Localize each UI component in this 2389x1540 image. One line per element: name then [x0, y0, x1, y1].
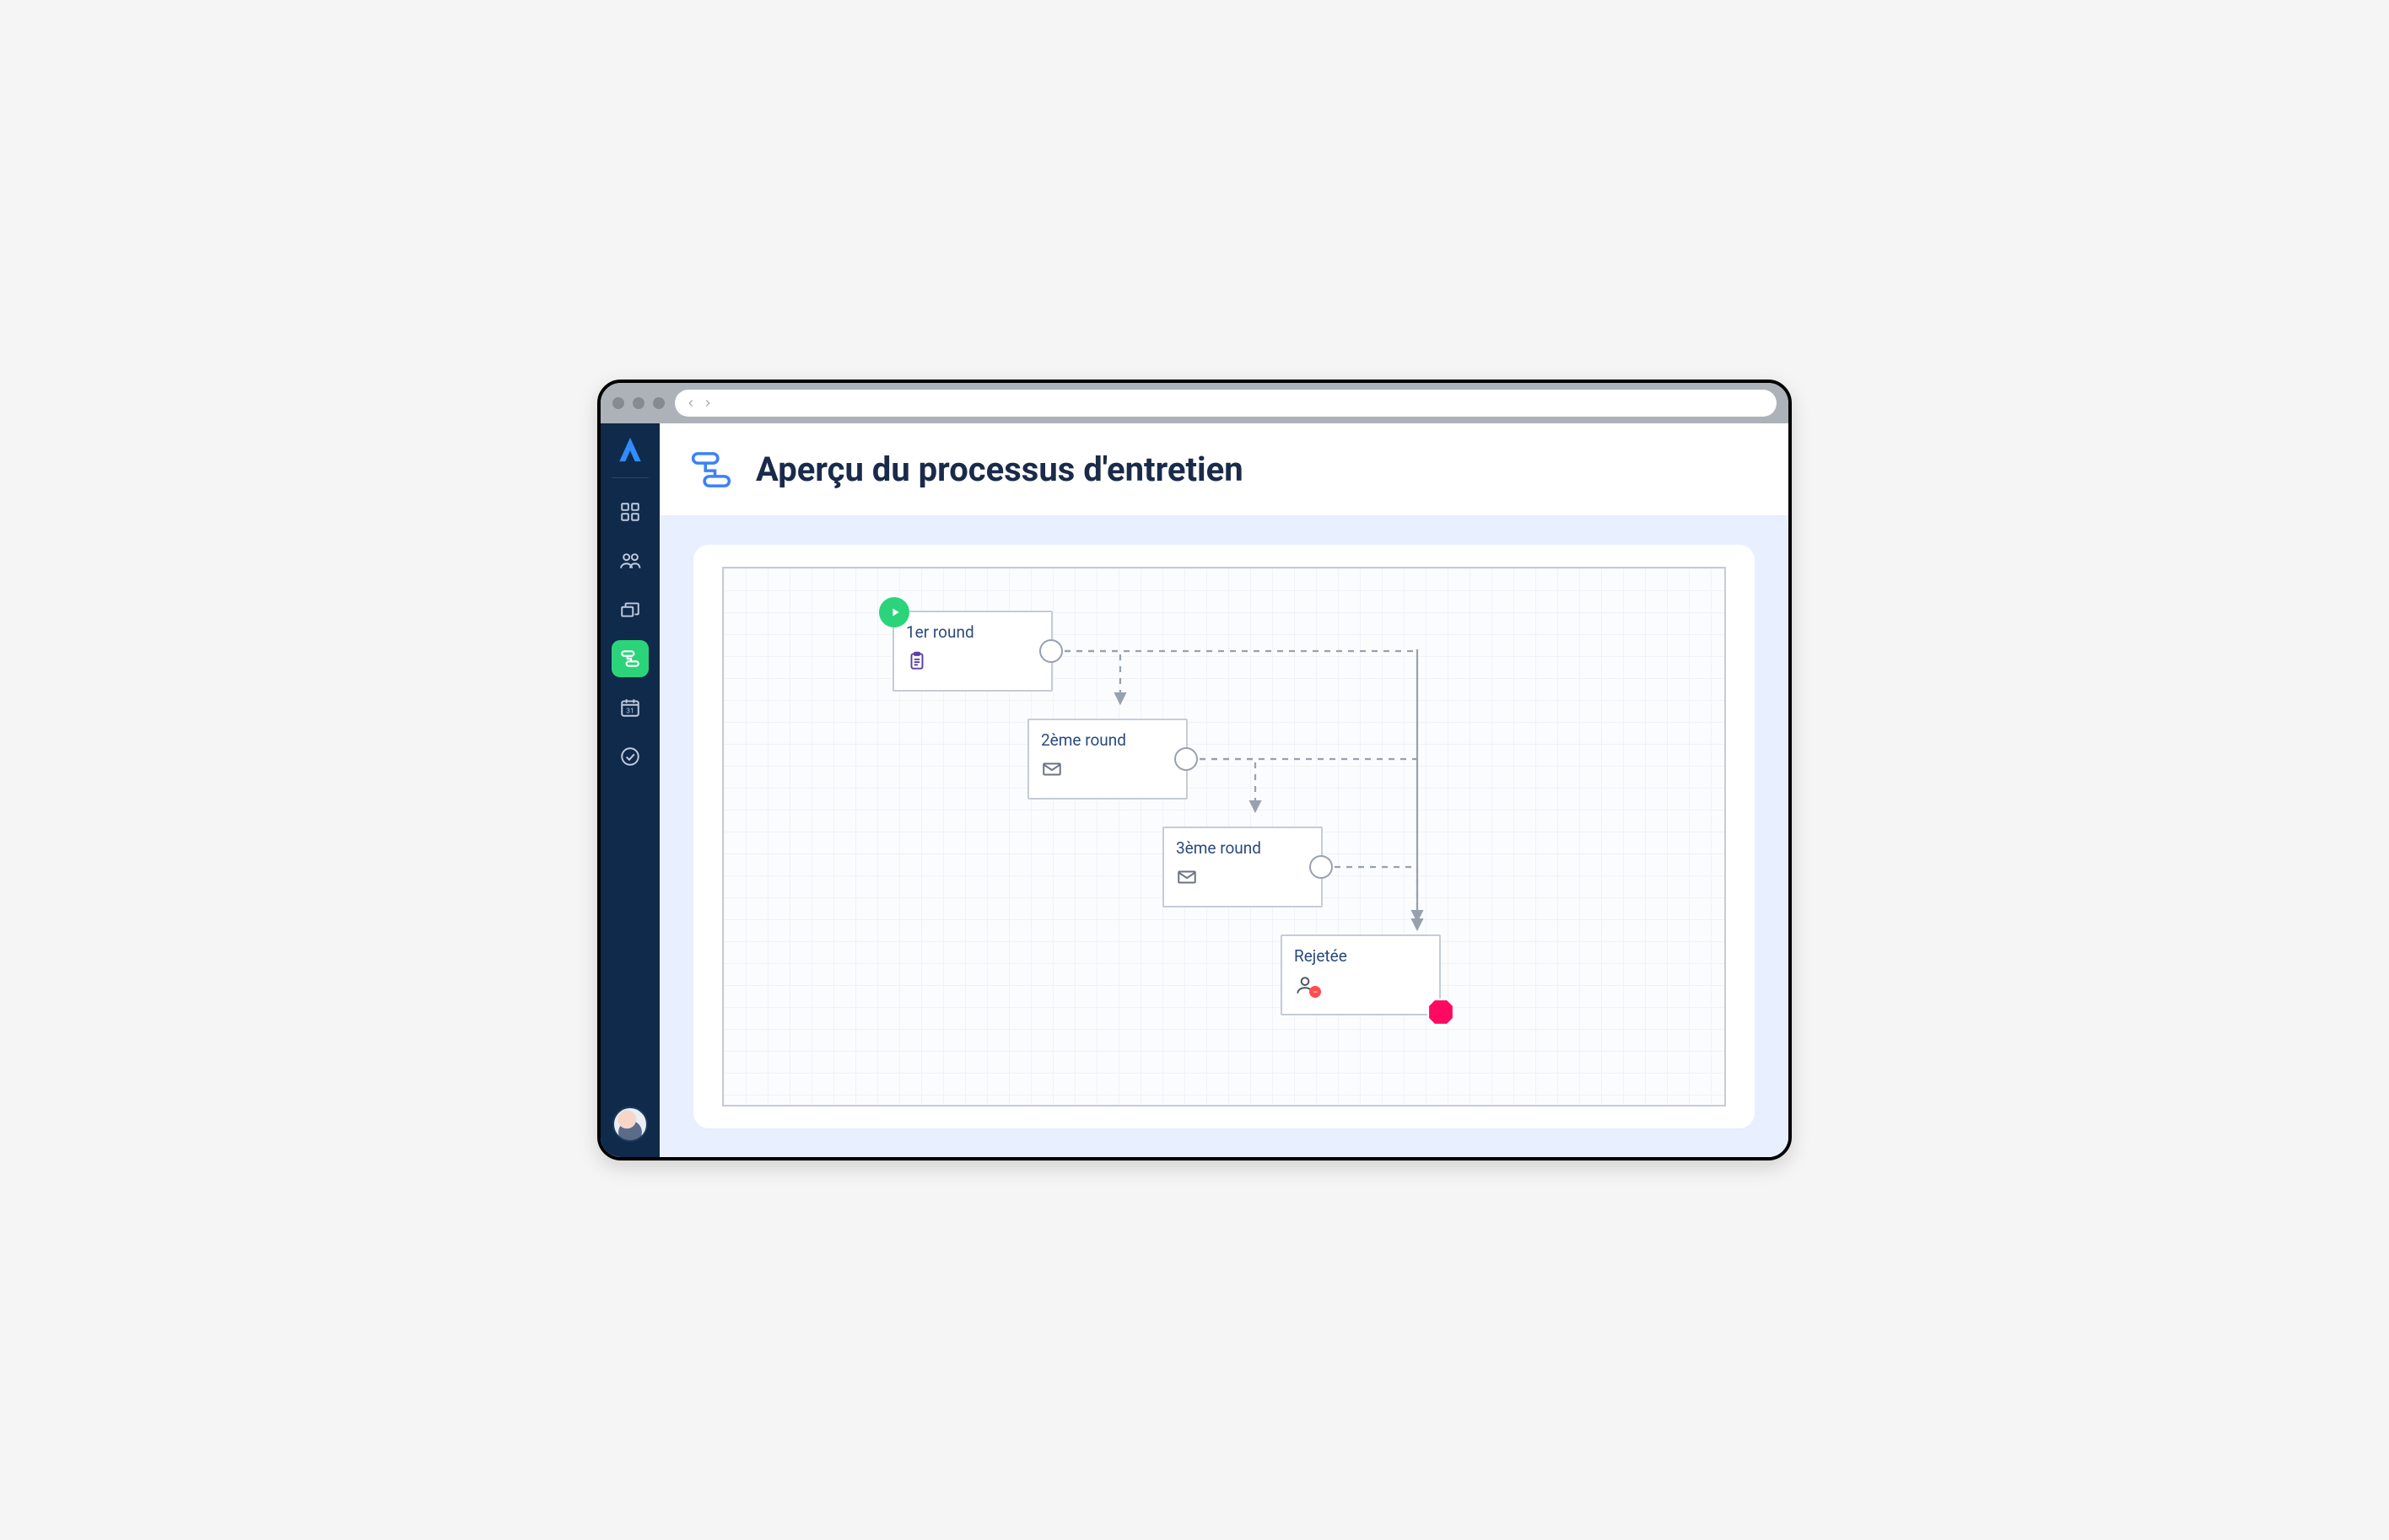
nav-arrows — [685, 397, 714, 409]
main: Aperçu du processus d'entretien — [660, 423, 1788, 1157]
flow-node[interactable]: 1er round — [893, 611, 1053, 692]
flow-edge — [1200, 759, 1255, 808]
node-label: Rejetée — [1294, 946, 1427, 966]
app: 31 Aperçu du pr — [601, 423, 1788, 1157]
clipboard-icon — [906, 650, 1039, 676]
checkmark-icon[interactable] — [612, 738, 649, 775]
flow-edge — [1335, 867, 1417, 918]
team-icon[interactable] — [612, 542, 649, 579]
app-logo-icon[interactable] — [616, 435, 644, 464]
window-dot[interactable] — [653, 397, 665, 409]
browser-frame: 31 Aperçu du pr — [597, 380, 1792, 1160]
forward-icon[interactable] — [702, 397, 714, 409]
flow-edge — [1065, 651, 1120, 700]
folders-icon[interactable] — [612, 591, 649, 628]
sidebar-divider — [612, 477, 649, 478]
content-area: 1er round 2ème round 3ème round Rejetée − — [660, 516, 1788, 1157]
node-label: 1er round — [906, 622, 1039, 642]
window-dot[interactable] — [612, 397, 624, 409]
node-port[interactable] — [1039, 639, 1063, 663]
node-label: 2ème round — [1041, 730, 1174, 750]
remove-badge-icon: − — [1309, 986, 1321, 998]
node-port[interactable] — [1309, 855, 1333, 879]
user-remove-icon: − — [1294, 974, 1427, 996]
start-icon — [879, 597, 909, 627]
workflow-header-icon — [688, 447, 734, 493]
workflow-icon[interactable] — [612, 640, 649, 677]
dashboard-icon[interactable] — [612, 493, 649, 530]
mail-icon — [1176, 866, 1309, 891]
page-title: Aperçu du processus d'entretien — [756, 450, 1243, 489]
back-icon[interactable] — [685, 397, 697, 409]
flow-node[interactable]: 2ème round — [1027, 719, 1188, 800]
calendar-icon[interactable]: 31 — [612, 689, 649, 726]
node-label: 3ème round — [1176, 838, 1309, 858]
canvas-card: 1er round 2ème round 3ème round Rejetée − — [693, 545, 1755, 1128]
flow-node[interactable]: Rejetée − — [1281, 934, 1441, 1015]
window-dots — [612, 397, 665, 409]
svg-text:31: 31 — [626, 708, 634, 716]
address-bar[interactable] — [675, 390, 1777, 417]
browser-chrome — [601, 383, 1788, 423]
stop-icon — [1426, 997, 1456, 1027]
mail-icon — [1041, 758, 1174, 783]
header: Aperçu du processus d'entretien — [660, 423, 1788, 516]
user-avatar[interactable] — [612, 1107, 648, 1142]
flow-node[interactable]: 3ème round — [1162, 827, 1323, 907]
sidebar: 31 — [601, 423, 660, 1157]
workflow-canvas[interactable]: 1er round 2ème round 3ème round Rejetée − — [722, 567, 1726, 1107]
node-port[interactable] — [1174, 747, 1198, 771]
window-dot[interactable] — [633, 397, 644, 409]
